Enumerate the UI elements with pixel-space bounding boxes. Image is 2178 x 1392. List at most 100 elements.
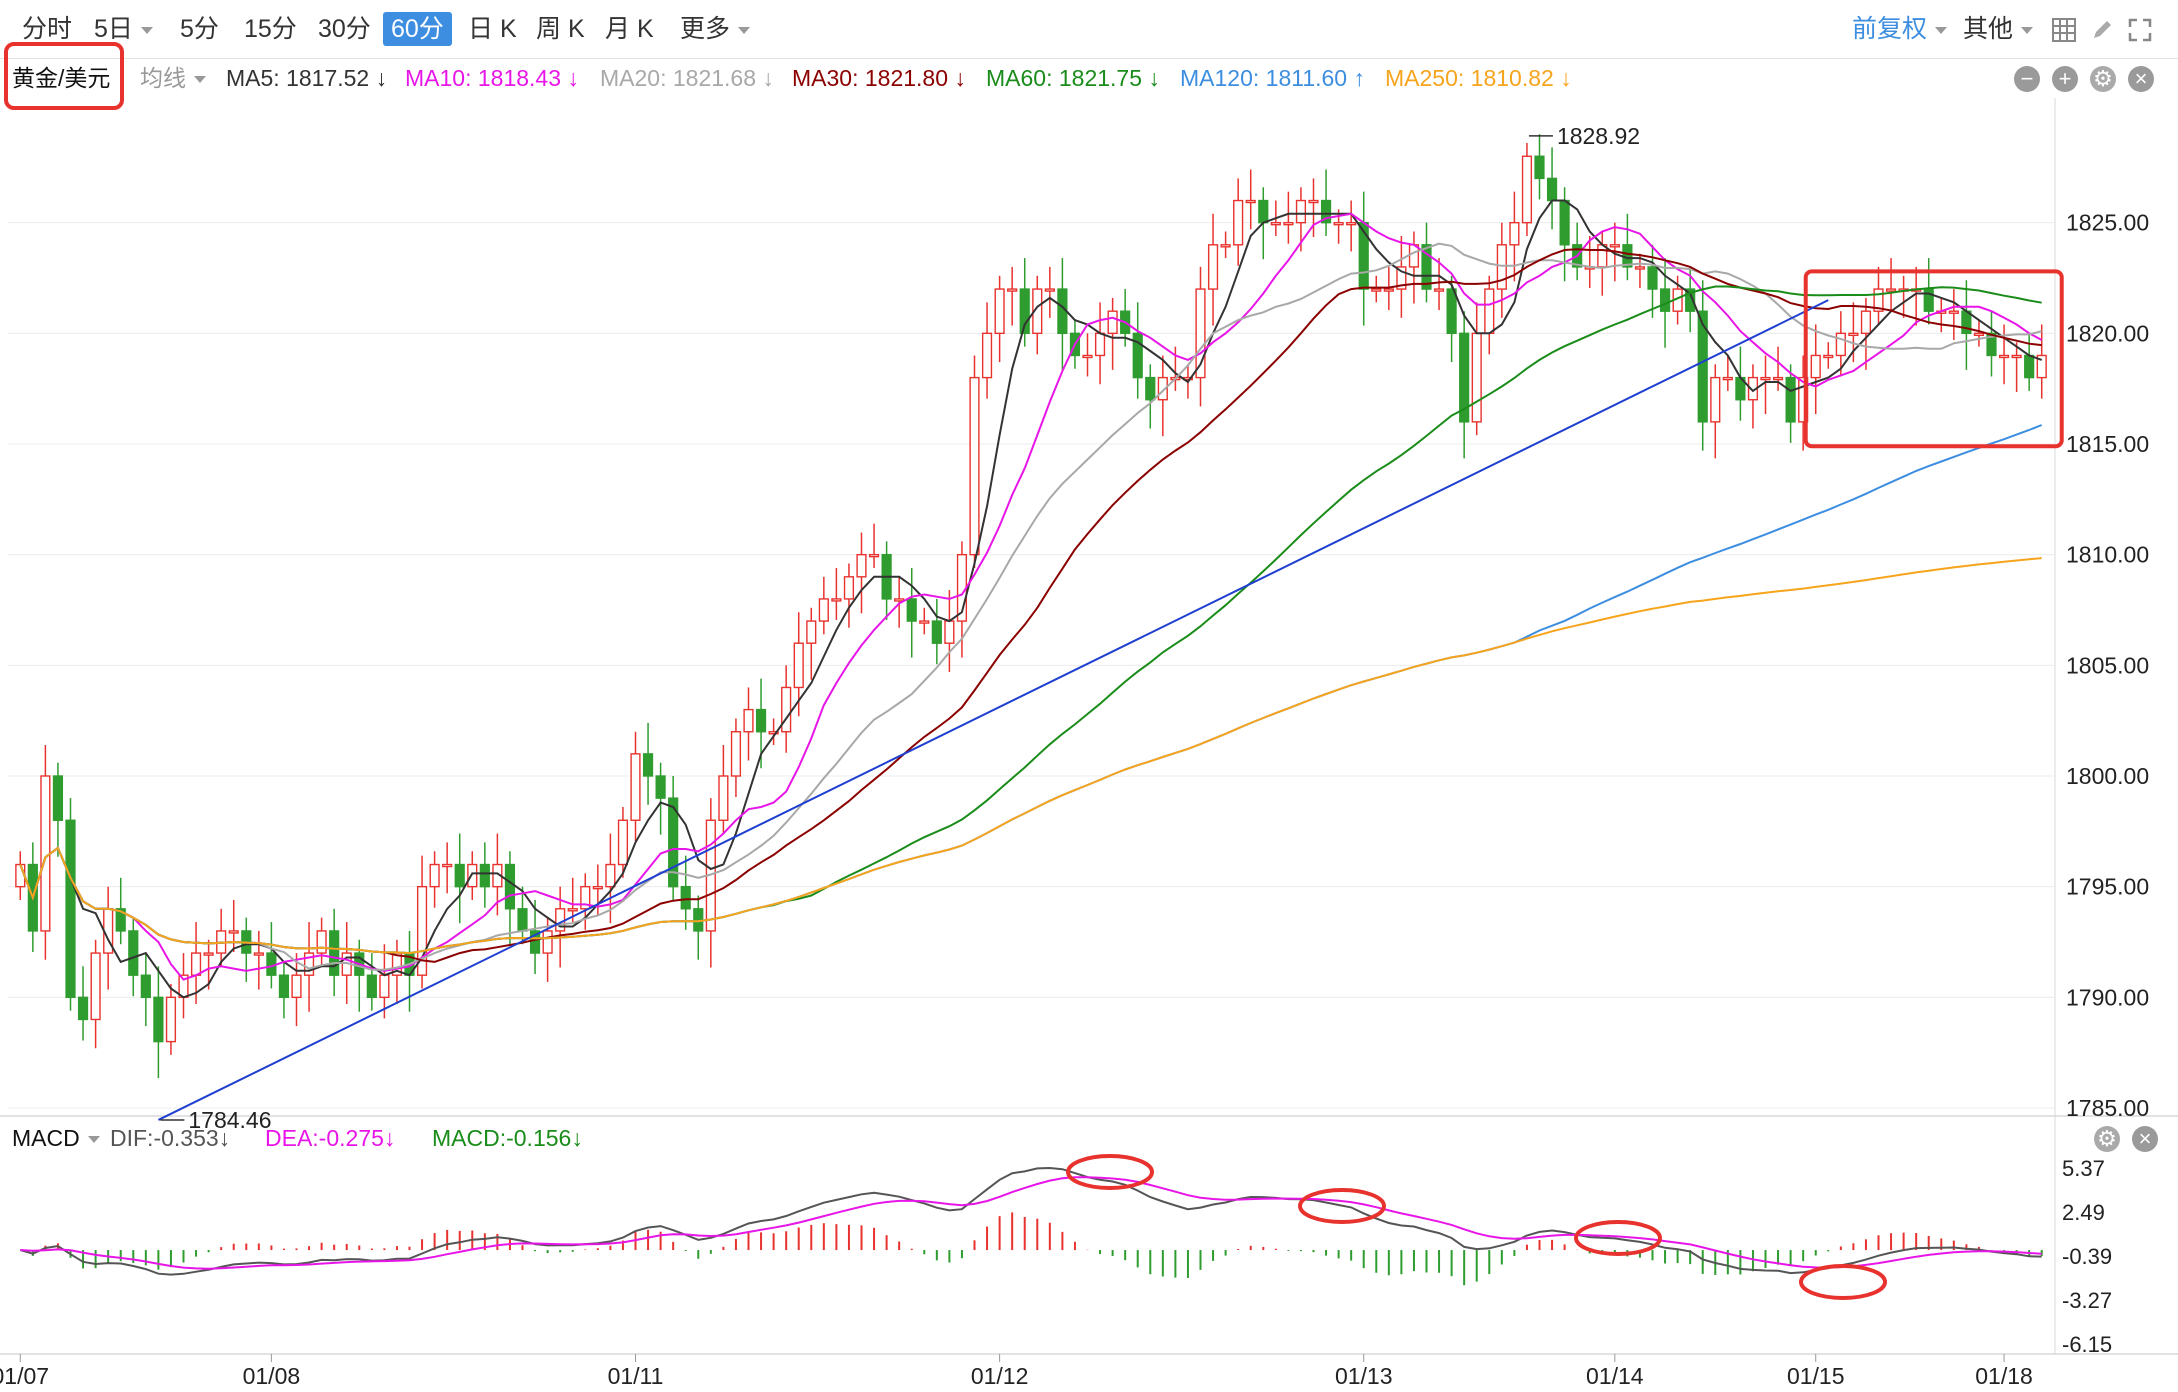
- candle-body: [216, 930, 227, 954]
- candle-body: [1007, 288, 1018, 292]
- candle-body: [1546, 177, 1558, 202]
- candle-body: [1258, 199, 1269, 224]
- gear-icon[interactable]: ⚙: [2094, 1126, 2120, 1152]
- candle-body: [1898, 288, 1909, 292]
- macd-tick-label: -0.39: [2062, 1244, 2112, 1269]
- crossover-highlight: [1298, 1188, 1386, 1224]
- candle-body: [1697, 310, 1708, 423]
- ma10-line: [19, 212, 2043, 981]
- candle-body: [843, 576, 855, 600]
- candle-body: [517, 908, 528, 932]
- x-tick-label: 01/08: [243, 1363, 301, 1389]
- x-tick-label: 01/12: [971, 1363, 1029, 1389]
- tab-weekly-k[interactable]: 周 K: [536, 15, 585, 43]
- tab-60min[interactable]: 60分: [383, 12, 452, 46]
- indicator-dropdown[interactable]: MACD: [12, 1118, 100, 1158]
- fullscreen-icon[interactable]: [2128, 18, 2152, 42]
- candle-body: [404, 952, 415, 976]
- ma5-line: [19, 199, 2043, 999]
- chevron-down-icon: [87, 1136, 100, 1144]
- candle-body: [190, 952, 202, 976]
- symbol-label[interactable]: 黄金/美元: [12, 65, 111, 91]
- candle-body: [981, 332, 993, 379]
- ma30-value: MA30: 1821.80 ↓: [792, 65, 966, 91]
- candle-body: [1810, 354, 1821, 379]
- candle-body: [1760, 376, 1771, 381]
- tab-daily-k[interactable]: 日 K: [468, 15, 517, 43]
- candle-body: [366, 974, 377, 999]
- candle-body: [881, 553, 892, 600]
- candle-body: [755, 708, 767, 733]
- candle-body: [65, 819, 76, 999]
- candle-body: [1521, 155, 1533, 224]
- candle-body: [1107, 310, 1118, 335]
- candle-body: [1459, 332, 1470, 423]
- candle-body: [1396, 266, 1407, 290]
- x-tick-label: 01/18: [1975, 1363, 2033, 1389]
- close-icon[interactable]: ×: [2128, 66, 2154, 92]
- tab-5day[interactable]: 5日: [86, 12, 161, 46]
- candle-body: [291, 974, 302, 999]
- tab-monthly-k[interactable]: 月 K: [605, 15, 654, 43]
- adjust-menu[interactable]: 前复权: [1852, 12, 1948, 46]
- annotation-label: 1828.92: [1557, 123, 1640, 149]
- candle-body: [1145, 376, 1156, 401]
- candle-body: [580, 885, 591, 910]
- candle-body: [831, 598, 842, 602]
- tab-timeshare[interactable]: 分时: [22, 15, 73, 43]
- candle-body: [1132, 332, 1143, 379]
- ma120-line: [19, 424, 2043, 955]
- more-menu[interactable]: 更多: [672, 12, 758, 46]
- other-menu-label: 其他: [1963, 15, 2014, 43]
- candle-body: [442, 863, 453, 868]
- chevron-down-icon: [140, 26, 153, 34]
- ma250-line: [19, 557, 2042, 955]
- grid-icon[interactable]: [2052, 18, 2076, 42]
- gear-icon[interactable]: ⚙: [2090, 66, 2116, 92]
- candle-body: [1082, 354, 1093, 359]
- tab-5day-label: 5日: [94, 15, 133, 43]
- candle-body: [806, 620, 817, 644]
- candle-body: [1283, 221, 1294, 226]
- candle-body: [1823, 354, 1834, 359]
- candle-body: [856, 553, 867, 578]
- candles: [15, 134, 2047, 1079]
- candle-body: [1170, 376, 1181, 381]
- x-tick-label: 01/15: [1787, 1363, 1845, 1389]
- candle-body: [77, 996, 89, 1021]
- candle-body: [1772, 376, 1784, 381]
- candle-body: [1572, 244, 1583, 268]
- minus-icon[interactable]: −: [2014, 66, 2040, 92]
- candle-body: [1986, 332, 1997, 357]
- close-icon[interactable]: ×: [2132, 1126, 2158, 1152]
- candle-body: [680, 885, 691, 910]
- macd-legend: MACD DIF:-0.353↓ DEA:-0.275↓ MACD:-0.156…: [0, 1118, 2178, 1158]
- candle-body: [1798, 376, 1809, 423]
- candle-body: [931, 620, 942, 644]
- candle-body: [705, 819, 716, 932]
- candle-body: [1333, 221, 1344, 226]
- price-tick-label: 1810.00: [2066, 542, 2149, 568]
- candle-body: [253, 952, 264, 956]
- price-tick-label: 1790.00: [2066, 984, 2149, 1010]
- candle-body: [529, 930, 541, 954]
- ma60-line: [19, 285, 2042, 955]
- candle-body: [718, 775, 729, 821]
- plus-icon[interactable]: +: [2052, 66, 2078, 92]
- tab-30min[interactable]: 30分: [318, 15, 371, 43]
- other-menu[interactable]: 其他: [1963, 12, 2034, 46]
- ma5-value: MA5: 1817.52 ↓: [226, 65, 388, 91]
- candle-body: [1320, 199, 1332, 224]
- candle-body: [994, 288, 1005, 335]
- candle-body: [969, 376, 980, 556]
- candle-body: [1346, 221, 1357, 226]
- tab-15min[interactable]: 15分: [244, 15, 297, 43]
- candle-body: [228, 930, 239, 934]
- dif-value: DIF:-0.353↓: [110, 1125, 231, 1151]
- ma-type-dropdown[interactable]: 均线: [140, 58, 206, 98]
- chevron-down-icon: [194, 76, 206, 84]
- tab-5min[interactable]: 5分: [180, 15, 219, 43]
- candle-body: [1911, 288, 1922, 292]
- pen-icon[interactable]: [2090, 18, 2114, 42]
- candle-body: [1685, 288, 1696, 312]
